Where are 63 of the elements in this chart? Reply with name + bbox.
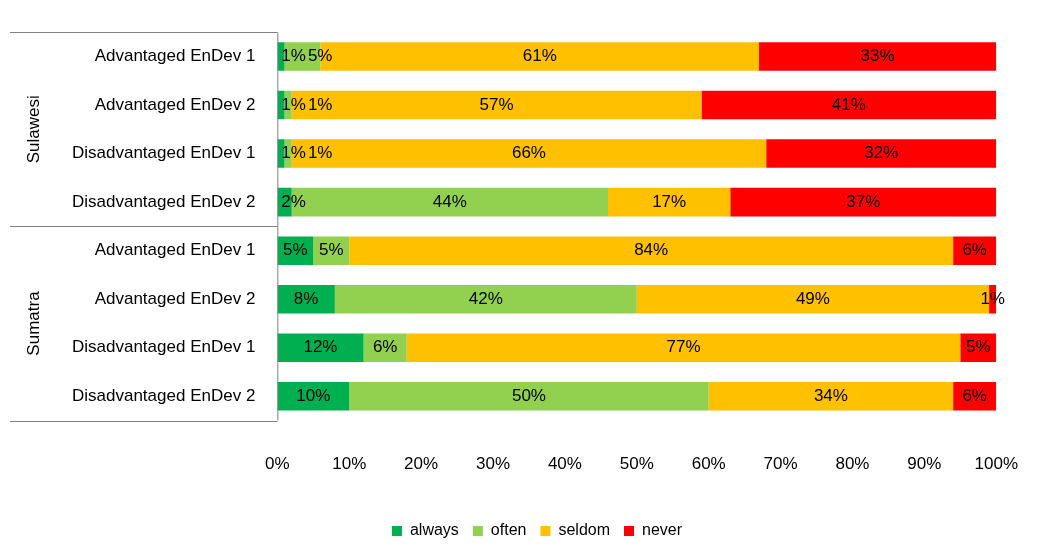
- x-tick-label: 0%: [265, 454, 290, 474]
- data-label: 10%: [296, 386, 331, 406]
- x-tick-label: 10%: [332, 454, 367, 474]
- y-tick-label: Disadvantaged EnDev 1: [72, 337, 256, 357]
- data-label: 1%: [307, 143, 333, 163]
- data-label: 84%: [634, 240, 669, 260]
- x-tick-label: 80%: [835, 454, 870, 474]
- y-tick-label: Disadvantaged EnDev 2: [72, 191, 256, 211]
- bar: [334, 284, 637, 314]
- bar: [349, 382, 709, 411]
- bar: [730, 187, 997, 217]
- data-label: 50%: [511, 386, 546, 406]
- data-label: 57%: [479, 94, 514, 114]
- x-tick-label: 60%: [691, 454, 726, 474]
- bar: [349, 236, 954, 265]
- data-label: 5%: [283, 240, 308, 260]
- data-label: 41%: [831, 94, 866, 114]
- data-label: 37%: [846, 191, 881, 211]
- y-tick-label: Advantaged EnDev 1: [94, 240, 256, 260]
- data-label: 8%: [293, 288, 319, 308]
- data-label: 6%: [962, 386, 987, 406]
- data-label: 6%: [962, 240, 987, 260]
- x-tick-label: 100%: [974, 454, 1018, 474]
- text: Sumatra: [23, 290, 43, 356]
- data-label: 1%: [980, 288, 1005, 308]
- data-label: 1%: [307, 94, 333, 114]
- x-tick-label: 20%: [404, 454, 439, 474]
- y-tick-label: Advantaged EnDev 1: [94, 46, 256, 66]
- x-tick-label: 90%: [907, 454, 942, 474]
- text: Sulawesi: [23, 95, 43, 164]
- bar: [766, 139, 997, 168]
- data-label: 12%: [303, 337, 338, 357]
- bar: [608, 187, 731, 217]
- data-label: 61%: [522, 46, 557, 66]
- y-tick-label: Disadvantaged EnDev 1: [72, 143, 256, 163]
- data-label: 77%: [666, 337, 701, 357]
- data-label: 5%: [318, 240, 344, 260]
- data-label: 33%: [860, 46, 895, 66]
- x-tick-label: 30%: [476, 454, 511, 474]
- bar: [406, 333, 961, 363]
- data-label: 5%: [966, 337, 991, 357]
- x-tick-label: 50%: [619, 454, 654, 474]
- legend-label: always: [409, 521, 459, 539]
- data-label: 66%: [511, 143, 546, 163]
- data-label: 17%: [652, 191, 687, 211]
- data-label: 6%: [372, 337, 398, 357]
- bar: [708, 382, 954, 411]
- data-label: 5%: [307, 46, 333, 66]
- data-label: 44%: [432, 191, 467, 211]
- data-label: 42%: [468, 288, 503, 308]
- legend-label: seldom: [558, 521, 611, 539]
- x-tick-label: 70%: [763, 454, 798, 474]
- y-tick-label: Disadvantaged EnDev 2: [72, 386, 256, 406]
- legend-label: never: [642, 521, 683, 539]
- data-label: 49%: [795, 288, 830, 308]
- x-tick-label: 40%: [547, 454, 582, 474]
- bar: [759, 42, 997, 71]
- data-label: 34%: [813, 386, 848, 406]
- bar: [701, 90, 997, 120]
- data-label: 32%: [864, 143, 899, 163]
- legend-label: often: [490, 521, 527, 539]
- y-tick-label: Advantaged EnDev 2: [94, 288, 256, 308]
- y-tick-label: Advantaged EnDev 2: [94, 94, 256, 114]
